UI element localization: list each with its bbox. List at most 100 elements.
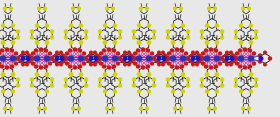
Circle shape: [31, 78, 34, 81]
Circle shape: [80, 90, 83, 93]
Circle shape: [6, 66, 8, 69]
Circle shape: [60, 57, 64, 60]
Circle shape: [27, 60, 31, 63]
Circle shape: [230, 57, 234, 60]
Circle shape: [95, 54, 99, 57]
Circle shape: [73, 66, 76, 69]
Circle shape: [17, 57, 20, 60]
Circle shape: [141, 66, 144, 69]
Circle shape: [174, 107, 176, 110]
Circle shape: [235, 57, 237, 60]
Circle shape: [157, 54, 160, 57]
Circle shape: [6, 48, 8, 51]
Circle shape: [31, 52, 34, 55]
Circle shape: [38, 7, 40, 10]
Circle shape: [27, 54, 31, 57]
Circle shape: [176, 66, 179, 69]
Circle shape: [181, 41, 185, 44]
Circle shape: [190, 54, 193, 57]
Circle shape: [26, 63, 28, 66]
Circle shape: [186, 57, 190, 60]
Circle shape: [20, 54, 24, 57]
Circle shape: [171, 90, 174, 93]
Circle shape: [249, 73, 253, 76]
Circle shape: [239, 24, 242, 27]
Circle shape: [137, 65, 139, 68]
Circle shape: [66, 62, 69, 65]
Circle shape: [72, 107, 74, 110]
Circle shape: [17, 84, 20, 87]
Circle shape: [248, 7, 250, 10]
Circle shape: [152, 30, 156, 33]
Circle shape: [84, 84, 88, 87]
Circle shape: [85, 36, 87, 39]
Circle shape: [171, 73, 175, 76]
Circle shape: [103, 41, 107, 44]
Circle shape: [205, 73, 209, 76]
Circle shape: [0, 52, 1, 55]
Circle shape: [36, 90, 38, 93]
Circle shape: [162, 63, 164, 66]
Circle shape: [64, 78, 67, 81]
Circle shape: [225, 54, 227, 57]
Circle shape: [89, 57, 93, 60]
Circle shape: [99, 57, 101, 60]
Circle shape: [22, 63, 24, 66]
Circle shape: [17, 78, 20, 81]
Circle shape: [50, 57, 53, 60]
Circle shape: [69, 90, 73, 93]
Circle shape: [102, 49, 106, 52]
Circle shape: [69, 41, 73, 44]
Circle shape: [242, 7, 244, 10]
Circle shape: [235, 62, 239, 65]
Circle shape: [205, 41, 209, 44]
Circle shape: [45, 41, 49, 44]
Circle shape: [158, 51, 160, 54]
Circle shape: [215, 73, 219, 76]
Circle shape: [48, 62, 52, 65]
Circle shape: [113, 73, 117, 76]
Circle shape: [88, 60, 92, 63]
Circle shape: [69, 73, 73, 76]
Circle shape: [10, 107, 12, 110]
Circle shape: [249, 41, 253, 44]
Circle shape: [84, 30, 88, 33]
Circle shape: [214, 56, 220, 61]
Circle shape: [140, 7, 143, 10]
Circle shape: [146, 7, 148, 10]
Circle shape: [192, 51, 194, 54]
Circle shape: [69, 65, 71, 68]
Circle shape: [124, 51, 126, 54]
Circle shape: [108, 48, 111, 51]
Circle shape: [239, 41, 243, 44]
Circle shape: [192, 63, 194, 66]
Circle shape: [85, 78, 87, 81]
Circle shape: [60, 63, 62, 66]
Circle shape: [147, 73, 151, 76]
Circle shape: [162, 57, 166, 60]
Circle shape: [73, 48, 76, 51]
Circle shape: [118, 84, 122, 87]
Circle shape: [249, 24, 253, 27]
Circle shape: [106, 7, 108, 10]
Circle shape: [128, 51, 130, 54]
Circle shape: [171, 49, 174, 52]
Circle shape: [45, 49, 48, 52]
Circle shape: [39, 48, 43, 51]
Circle shape: [102, 56, 108, 61]
Circle shape: [90, 63, 92, 66]
Circle shape: [158, 63, 160, 66]
Circle shape: [102, 65, 106, 68]
Circle shape: [185, 52, 188, 55]
Circle shape: [200, 57, 204, 60]
Circle shape: [123, 60, 125, 63]
Circle shape: [200, 30, 204, 33]
Circle shape: [137, 24, 141, 27]
Circle shape: [196, 57, 200, 60]
Circle shape: [185, 62, 188, 65]
Circle shape: [83, 62, 85, 65]
Circle shape: [103, 73, 107, 76]
Circle shape: [249, 49, 251, 52]
Circle shape: [132, 84, 136, 87]
Circle shape: [0, 62, 1, 65]
